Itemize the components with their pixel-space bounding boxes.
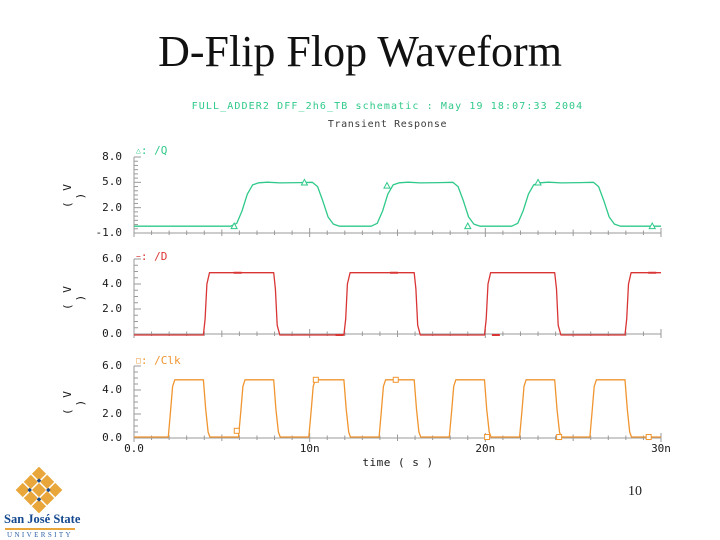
y-axis-unit-label: ( V ) xyxy=(61,389,87,415)
legend-clk: □: /Clk xyxy=(136,354,181,367)
slide-title: D-Flip Flop Waveform xyxy=(158,27,562,76)
triangle-marker-icon xyxy=(230,221,238,230)
y-tick-label: 8.0 xyxy=(102,150,122,163)
y-tick-label: 4.0 xyxy=(102,277,122,290)
waveform-trace-q xyxy=(134,181,661,227)
x-tick-label: 0.0 xyxy=(124,442,144,455)
dash-legend-icon: − xyxy=(136,252,141,261)
y-tick-label: 4.0 xyxy=(102,383,122,396)
y-tick-label: 0.0 xyxy=(102,327,122,340)
triangle-marker-icon xyxy=(534,178,542,186)
plot-q-svg xyxy=(133,156,662,237)
x-tick-label: 30n xyxy=(651,442,671,455)
waveform-trace-d xyxy=(134,272,661,336)
triangle-marker-icon xyxy=(383,181,391,189)
logo-wordmark: San José State xyxy=(4,512,81,526)
triangle-marker-icon xyxy=(648,221,657,230)
legend-signal-name: : /D xyxy=(140,250,168,263)
x-axis-label: time ( s ) xyxy=(362,456,434,469)
square-marker-icon xyxy=(392,376,399,383)
legend-d: −: /D xyxy=(136,250,167,263)
y-tick-label: -1.0 xyxy=(95,226,123,239)
y-tick-label: 0.0 xyxy=(102,431,122,444)
square-marker-icon xyxy=(645,434,652,441)
square-marker-icon xyxy=(484,434,491,441)
y-tick-label: 6.0 xyxy=(102,252,122,265)
y-axis-unit-label: ( V ) xyxy=(61,283,87,310)
x-tick-label: 10n xyxy=(299,442,320,455)
y-tick-label: 6.0 xyxy=(102,359,122,372)
waveform-trace-clk xyxy=(134,379,661,438)
logo-university: UNIVERSITY xyxy=(7,531,73,539)
y-tick-label: 2.0 xyxy=(102,407,122,420)
sjsu-diamond-icon xyxy=(15,467,63,513)
x-tick-label: 20n xyxy=(475,442,496,455)
y-tick-label: 2.0 xyxy=(102,200,122,214)
plot-d-svg xyxy=(133,258,662,338)
triangle-marker-icon xyxy=(300,178,309,186)
plot-clk-svg xyxy=(133,365,662,442)
page-number: 10 xyxy=(628,484,642,499)
triangle-legend-icon: △ xyxy=(136,146,141,155)
y-tick-label: 2.0 xyxy=(102,302,122,315)
square-marker-icon xyxy=(556,434,563,441)
triangle-marker-icon xyxy=(463,221,472,230)
square-legend-icon: □ xyxy=(136,356,141,365)
legend-q: △: /Q xyxy=(136,144,167,157)
chart-title: Transient Response xyxy=(327,119,448,130)
logo-rule xyxy=(5,528,75,530)
legend-signal-name: : /Clk xyxy=(140,354,181,367)
y-axis-unit-label: ( V ) xyxy=(61,182,87,208)
chart-header: FULL_ADDER2 DFF_2h6_TB schematic : May 1… xyxy=(191,101,584,112)
square-marker-icon xyxy=(233,427,240,434)
y-tick-label: 5.0 xyxy=(102,175,122,189)
legend-signal-name: : /Q xyxy=(140,144,168,157)
square-marker-icon xyxy=(312,376,319,383)
